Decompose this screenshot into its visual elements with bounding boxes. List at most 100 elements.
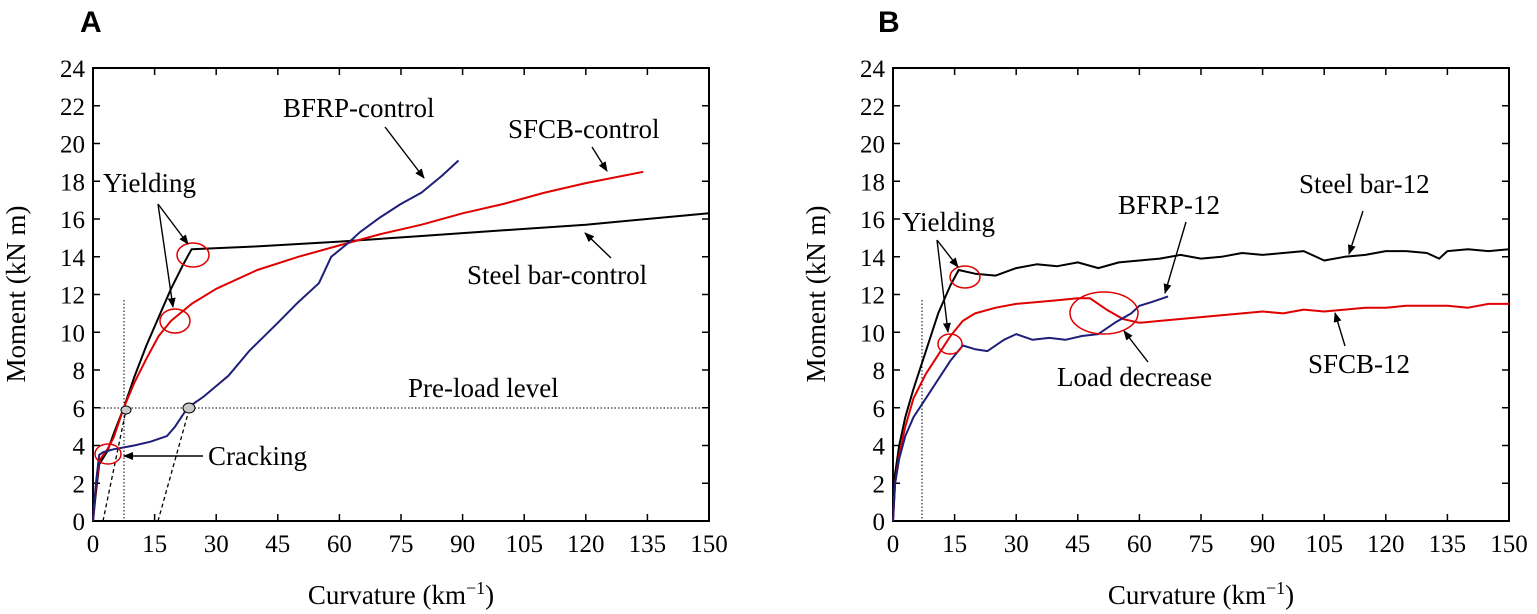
annot-sfcb-12: SFCB-12 — [1308, 349, 1410, 379]
annot-cracking: Cracking — [208, 441, 307, 471]
panel-a: A 0 15 30 45 60 75 90 105 120 135 1500246810121416… — [1, 6, 728, 610]
panel-b-label: B — [878, 6, 900, 39]
crack-circle — [94, 443, 122, 465]
panel-a-series — [92, 159, 710, 522]
panel-b-annotations: Yielding BFRP-12 Steel bar-12 Load decre… — [902, 169, 1430, 392]
yield-circle-sfcb — [159, 308, 191, 334]
annot-sfcb-control: SFCB-control — [508, 114, 660, 144]
panel-a-xtick-label: 45 — [265, 531, 290, 558]
preload-marker-2 — [182, 402, 196, 414]
panel-a-ytick-label: 10 — [60, 320, 85, 347]
panel-a-ytick-label: 20 — [60, 132, 85, 159]
panel-a-xtick-label: 90 — [450, 531, 475, 558]
arrow-yielding-b-1 — [936, 239, 959, 268]
panel-b-xtick-label: 75 — [1189, 531, 1214, 558]
annot-preload-level: Pre-load level — [408, 373, 559, 403]
panel-b-ytick-label: 12 — [860, 283, 885, 310]
series-steel-bar-12 — [892, 248, 1510, 522]
panel-a-ytick-label: 4 — [73, 434, 86, 461]
panel-a-xtick-label: 150 — [690, 531, 728, 558]
panel-b-ytick-label: 22 — [860, 94, 885, 121]
panel-b-xtick-label: 135 — [1429, 531, 1467, 558]
panel-a-ytick-label: 8 — [73, 358, 86, 385]
arrow-steel-bar-12 — [1347, 210, 1364, 255]
panel-a-ytick-label: 2 — [73, 471, 86, 498]
preload-marker-1 — [120, 405, 132, 415]
panel-b-xtick-label: 60 — [1127, 531, 1152, 558]
panel-a-xtick-label: 120 — [567, 531, 605, 558]
panel-b-xlabel: Curvature (km−1) — [1108, 578, 1294, 610]
panel-b-plot-frame — [892, 67, 1510, 522]
panel-b-ytick-label: 8 — [873, 358, 886, 385]
series-steel-bar-control — [92, 212, 710, 522]
panel-a-unload-line-2 — [157, 409, 190, 522]
panel-b: B 0 15 30 45 60 75 90 105 120 135 1500246810121416… — [801, 6, 1528, 610]
panel-a-ylabel: Moment (kN m) — [1, 206, 31, 383]
panel-b-ytick-label: 0 — [873, 509, 886, 536]
panel-a-xtick-label: 135 — [629, 531, 667, 558]
panel-a-xlabel: Curvature (km−1) — [308, 578, 494, 610]
yield-circle-steel — [176, 242, 210, 268]
panel-b-ticks: 0 15 30 45 60 75 90 105 120 135 150024681012141618… — [860, 56, 1528, 558]
arrow-steel-bar-control — [584, 232, 612, 259]
panel-a-annotations: BFRP-control SFCB-control Yielding Steel… — [103, 93, 660, 471]
yield-circle-sfcb-12 — [937, 333, 963, 355]
annot-bfrp-12: BFRP-12 — [1118, 190, 1220, 220]
annot-load-decrease: Load decrease — [1057, 362, 1212, 392]
arrow-yielding-a-1 — [157, 203, 189, 245]
arrow-yielding-a-2 — [157, 203, 176, 308]
panel-b-ytick-label: 2 — [873, 471, 886, 498]
arrow-yielding-b-2 — [936, 239, 951, 333]
panel-b-xtick-label: 0 — [887, 531, 900, 558]
series-bfrp-12 — [892, 295, 1169, 522]
panel-b-ytick-label: 4 — [873, 434, 886, 461]
arrow-sfcb-control — [591, 146, 608, 172]
load-decrease-circle — [1069, 291, 1139, 335]
annot-steel-bar-12: Steel bar-12 — [1299, 169, 1430, 199]
panel-a-xtick-label: 15 — [142, 531, 167, 558]
panel-a-ytick-label: 0 — [73, 509, 86, 536]
panel-a-markers — [94, 242, 210, 465]
arrow-bfrp-control — [384, 126, 425, 179]
annot-bfrp-control: BFRP-control — [283, 93, 435, 123]
panel-b-ytick-label: 6 — [873, 396, 886, 423]
panel-a-ytick-label: 22 — [60, 94, 85, 121]
panel-a-xtick-label: 75 — [389, 531, 414, 558]
panel-b-xtick-label: 150 — [1490, 531, 1528, 558]
panel-a-ytick-label: 14 — [60, 245, 86, 272]
annot-yielding-a: Yielding — [103, 168, 196, 198]
annot-yielding-b: Yielding — [902, 207, 995, 237]
panel-b-xtick-label: 15 — [942, 531, 967, 558]
panel-b-markers — [937, 265, 1139, 355]
panel-b-ylabel: Moment (kN m) — [801, 206, 831, 383]
panel-a-xtick-label: 105 — [505, 531, 543, 558]
panel-a-ytick-label: 12 — [60, 283, 85, 310]
panel-b-ytick-label: 14 — [860, 245, 886, 272]
panel-a-xtick-label: 30 — [204, 531, 229, 558]
annot-steel-bar-control: Steel bar-control — [467, 260, 647, 290]
panel-b-series — [892, 248, 1510, 522]
panel-a-ytick-label: 24 — [60, 56, 86, 83]
series-sfcb-12 — [892, 297, 1509, 522]
panel-a-xtick-label: 60 — [327, 531, 352, 558]
panel-a-ytick-label: 16 — [60, 207, 85, 234]
panel-a-unload-line-1 — [102, 409, 127, 522]
panel-b-ytick-label: 24 — [860, 56, 886, 83]
series-sfcb-control — [92, 170, 644, 522]
arrow-bfrp-12 — [1163, 221, 1187, 294]
panel-a-ytick-label: 18 — [60, 169, 85, 196]
panel-b-ytick-label: 20 — [860, 132, 885, 159]
panel-b-ytick-label: 10 — [860, 320, 885, 347]
panel-b-xtick-label: 90 — [1250, 531, 1275, 558]
panel-a-ytick-label: 6 — [73, 396, 86, 423]
series-bfrp-control — [92, 159, 460, 522]
panel-b-ytick-label: 18 — [860, 169, 885, 196]
panel-a-ticks: 0 15 30 45 60 75 90 105 120 135 150024681012141618… — [60, 56, 728, 558]
panel-b-ytick-label: 16 — [860, 207, 885, 234]
panel-b-xtick-label: 30 — [1004, 531, 1029, 558]
yield-circle-steel-12 — [949, 265, 981, 289]
panel-a-xtick-label: 0 — [87, 531, 100, 558]
panel-b-xtick-label: 105 — [1305, 531, 1343, 558]
arrow-load-decrease — [1123, 330, 1149, 363]
